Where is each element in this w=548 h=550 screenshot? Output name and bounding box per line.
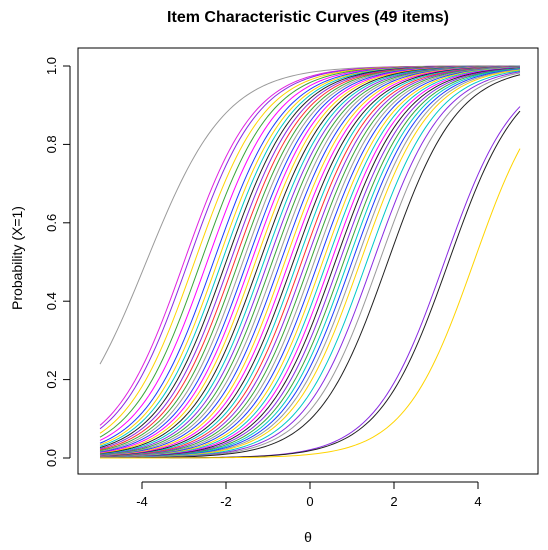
chart-title: Item Characteristic Curves (49 items) — [167, 9, 449, 26]
icc-curve-16 — [99, 65, 521, 454]
icc-curve-12 — [99, 65, 521, 451]
x-tick-label: 2 — [390, 494, 397, 509]
curves-group — [99, 65, 521, 459]
icc-curve-43 — [99, 70, 521, 459]
icc-curve-46 — [99, 74, 521, 459]
icc-curve-8 — [99, 65, 521, 446]
icc-curve-7 — [99, 65, 521, 444]
icc-curve-26 — [99, 66, 521, 457]
icc-curve-45 — [99, 72, 521, 459]
icc-curve-27 — [99, 66, 521, 458]
x-tick-label: 4 — [474, 494, 481, 509]
icc-curve-11 — [99, 65, 521, 450]
icc-curve-29 — [99, 66, 521, 458]
plot-frame — [77, 47, 539, 475]
icc-curve-49 — [100, 148, 521, 459]
y-tick-label: 0.0 — [44, 449, 59, 467]
icc-curve-15 — [99, 65, 521, 453]
y-tick-label: 0.4 — [44, 292, 59, 310]
icc-curve-47 — [100, 106, 521, 459]
icc-curve-32 — [99, 66, 521, 458]
y-tick-label: 0.8 — [44, 135, 59, 153]
icc-curve-17 — [99, 65, 521, 454]
icc-curve-44 — [99, 71, 521, 459]
x-tick-label: 0 — [306, 494, 313, 509]
x-axis-label: θ — [304, 529, 312, 545]
icc-curve-28 — [99, 66, 521, 458]
icc-curve-31 — [99, 66, 521, 458]
y-axis-label: Probability (X=1) — [9, 206, 25, 310]
y-tick-label: 1.0 — [44, 57, 59, 75]
icc-curve-33 — [99, 66, 521, 458]
y-tick-label: 0.6 — [44, 214, 59, 232]
icc-curve-30 — [99, 66, 521, 458]
x-axis: -4 -2 0 2 4 — [136, 481, 482, 509]
y-tick-label: 0.2 — [44, 371, 59, 389]
x-tick-label: -2 — [220, 494, 232, 509]
x-tick-label: -4 — [136, 494, 148, 509]
y-axis: 0.0 0.2 0.4 0.6 0.8 1.0 — [44, 57, 71, 467]
